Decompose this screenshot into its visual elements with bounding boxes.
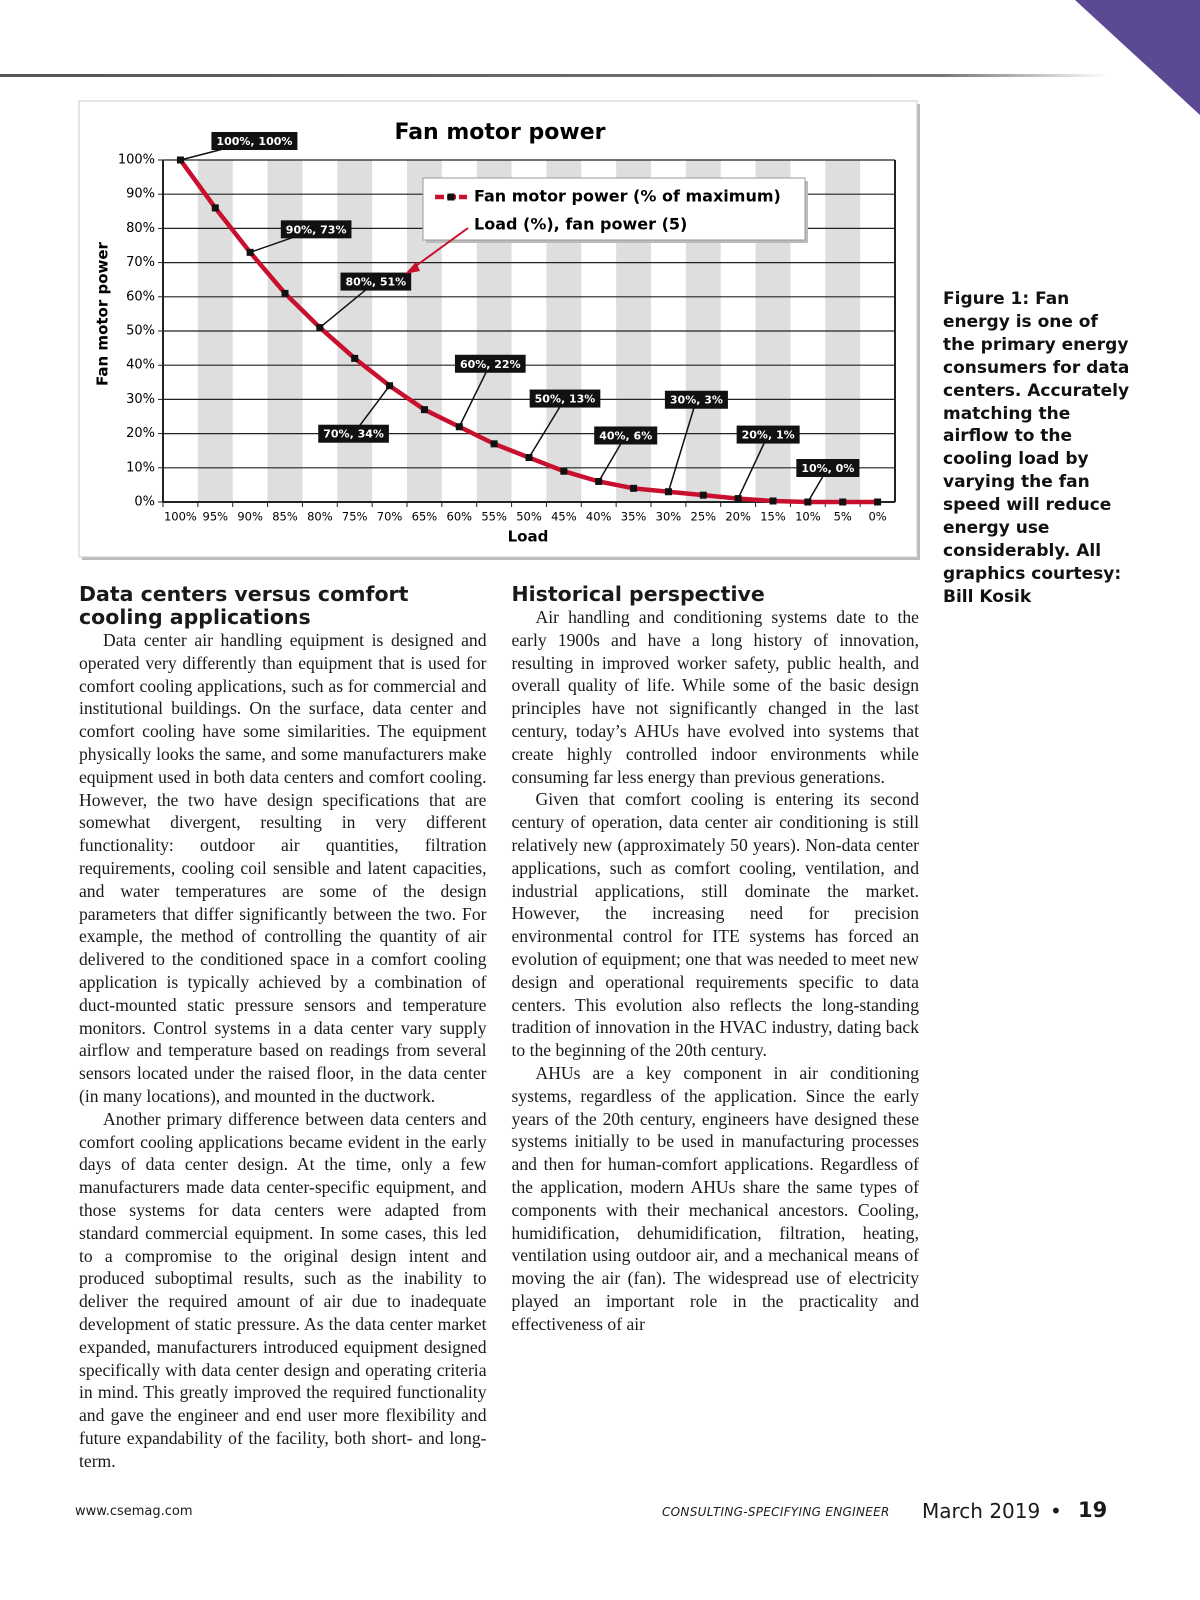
data-label: 80%, 51% <box>346 276 407 289</box>
x-tick-label: 85% <box>272 510 298 524</box>
x-tick-label: 40% <box>586 510 612 524</box>
point-marker <box>351 354 359 362</box>
legend-box <box>422 177 806 241</box>
label-box <box>211 132 298 150</box>
y-tick-label: 60% <box>126 289 155 304</box>
label-box <box>529 389 601 408</box>
point-marker <box>420 406 428 414</box>
legend-label: Fan motor power (% of maximum) <box>474 187 781 206</box>
point-marker <box>630 484 638 492</box>
data-label: 70%, 34% <box>323 428 384 441</box>
y-tick-label: 0% <box>134 495 155 510</box>
y-tick-label: 100% <box>118 153 155 168</box>
y-axis-label: Fan motor power <box>94 241 112 385</box>
point-marker <box>699 491 707 499</box>
data-label: 30%, 3% <box>670 394 723 407</box>
x-tick-label: 15% <box>760 510 786 524</box>
article-body: Data centers versus comfort cooling appl… <box>79 583 919 1483</box>
label-box <box>664 390 728 409</box>
annotation-arrow <box>412 227 469 269</box>
label-leader <box>737 434 769 499</box>
y-tick-label: 30% <box>126 392 155 407</box>
y-tick-label: 50% <box>126 324 155 339</box>
footer-bullet: • <box>1050 1499 1062 1523</box>
y-tick-label: 90% <box>126 187 155 202</box>
legend-marker <box>447 193 455 201</box>
x-tick-label: 0% <box>868 510 886 524</box>
paragraph: Given that comfort cooling is entering i… <box>511 789 920 1061</box>
footer-page: 19 <box>1078 1498 1108 1522</box>
label-leader <box>458 363 491 428</box>
section-heading: Historical perspective <box>511 583 765 606</box>
annotation-arrowhead <box>405 262 420 274</box>
x-tick-label: 95% <box>203 510 229 524</box>
x-tick-label: 35% <box>621 510 647 524</box>
x-tick-label: 90% <box>237 510 263 524</box>
x-tick-label: 30% <box>656 510 682 524</box>
x-tick-label: 65% <box>412 510 438 524</box>
data-label: 50%, 13% <box>535 393 596 406</box>
footer-date: March 2019 <box>922 1499 1041 1523</box>
x-tick-label: 10% <box>795 510 821 524</box>
annotation: Load (%), fan power (5) <box>474 215 687 234</box>
x-tick-label: 70% <box>377 510 403 524</box>
corner-decoration <box>1075 0 1200 115</box>
data-label: 20%, 1% <box>742 429 795 442</box>
data-label: 40%, 6% <box>599 429 652 442</box>
data-label: 90%, 73% <box>286 223 347 236</box>
y-tick-label: 40% <box>126 358 155 373</box>
point-marker <box>211 204 219 212</box>
data-label: 10%, 0% <box>801 462 854 475</box>
label-box <box>340 272 412 291</box>
x-tick-label: 60% <box>447 510 473 524</box>
paragraph: AHUs are a key component in air conditio… <box>511 1062 920 1334</box>
section-heading: Data centers versus comfort cooling appl… <box>79 583 409 629</box>
x-axis-label: Load <box>508 528 549 546</box>
x-tick-label: 80% <box>307 510 333 524</box>
x-tick-label: 100% <box>164 510 197 524</box>
label-box <box>736 425 800 444</box>
y-tick-label: 70% <box>126 255 155 270</box>
x-tick-label: 50% <box>516 510 542 524</box>
point-marker <box>839 498 847 506</box>
label-box <box>796 459 860 477</box>
paragraph: Another primary difference between data … <box>79 1108 487 1471</box>
x-tick-label: 55% <box>481 510 507 524</box>
plot-area: 0% 10% 20% 30% 40% 50% 60% 70% 80% 90% 100% 100% 95%… <box>118 132 896 524</box>
y-tick-label: 80% <box>126 221 155 236</box>
figure-caption: Figure 1: Fan energy is one of the prima… <box>943 289 1130 607</box>
label-box <box>318 424 389 443</box>
x-tick-label: 75% <box>342 510 368 524</box>
data-label: 60%, 22% <box>460 358 521 371</box>
x-tick-label: 25% <box>691 510 717 524</box>
top-rule <box>0 74 1110 77</box>
footer-magazine: CONSULTING-SPECIFYING ENGINEER <box>662 1505 890 1519</box>
point-marker <box>281 289 289 297</box>
paragraph: Air handling and conditioning systems da… <box>511 607 920 787</box>
label-box <box>594 426 658 445</box>
x-tick-label: 5% <box>834 510 852 524</box>
x-tick-label: 20% <box>725 510 751 524</box>
y-tick-label: 10% <box>126 460 155 475</box>
chart-title: Fan motor power <box>394 120 605 145</box>
point-marker <box>874 498 882 506</box>
label-box <box>454 354 526 373</box>
point-marker <box>490 440 498 448</box>
footer-website: www.csemag.com <box>75 1504 193 1519</box>
x-tick-label: 45% <box>551 510 577 524</box>
label-box <box>280 220 352 239</box>
point-marker <box>769 497 777 505</box>
paragraph: Data center air handling equipment is de… <box>79 630 487 1106</box>
y-tick-label: 20% <box>126 426 155 441</box>
label-leader <box>667 399 698 492</box>
figure: Fan motor power Load Fan motor power 0% 1… <box>0 0 1200 560</box>
point-marker <box>560 467 568 475</box>
data-label: 100%, 100% <box>216 135 292 148</box>
label-leader <box>528 398 566 458</box>
